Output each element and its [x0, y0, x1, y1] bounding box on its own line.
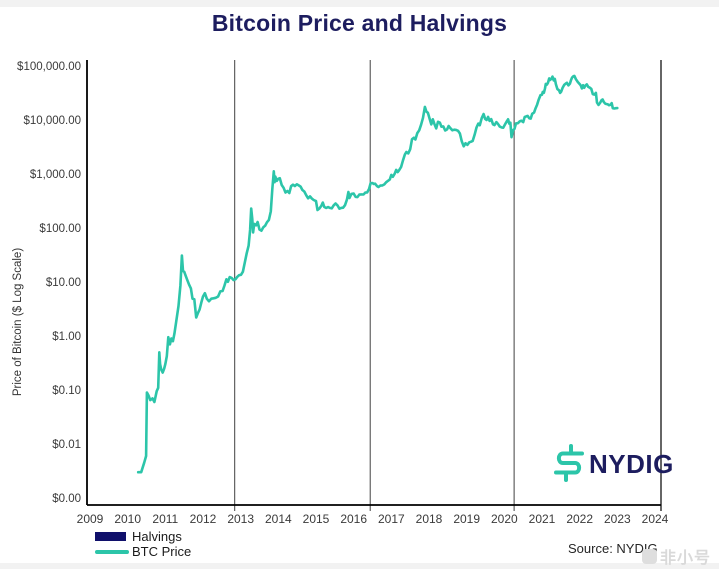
- x-axis-tick-label: 2015: [303, 512, 330, 526]
- x-axis-tick-label: 2013: [227, 512, 254, 526]
- y-axis-tick-label: $10,000.00: [23, 115, 81, 127]
- x-axis-tick-label: 2016: [340, 512, 367, 526]
- watermark-icon: [642, 548, 657, 564]
- chart-title: Bitcoin Price and Halvings: [211, 10, 508, 36]
- nydig-logo: NYDIG: [553, 444, 674, 484]
- legend-item-halvings: Halvings: [95, 529, 191, 544]
- x-axis-tick-label: 2014: [265, 512, 292, 526]
- halvings-swatch: [95, 532, 126, 541]
- x-axis-tick-label: 2024: [642, 512, 669, 526]
- x-axis-tick-label: 2012: [190, 512, 217, 526]
- y-axis-tick-label: $1,000.00: [30, 169, 81, 181]
- y-axis-tick-label: $100.00: [39, 223, 81, 235]
- legend-label-halvings: Halvings: [132, 529, 182, 544]
- y-axis-tick-label: $1.00: [52, 331, 81, 343]
- nydig-logo-text: NYDIG: [589, 448, 674, 479]
- y-axis-tick-label: $0.10: [52, 385, 81, 397]
- x-axis-tick-label: 2023: [604, 512, 631, 526]
- watermark: 非小号: [642, 544, 711, 568]
- x-axis-tick-label: 2021: [529, 512, 556, 526]
- y-axis-title: Price of Bitcoin ($ Log Scale): [12, 248, 24, 396]
- watermark-text: 非小号: [660, 550, 712, 567]
- y-axis-tick-label: $10.00: [46, 277, 81, 289]
- x-axis-tick-label: 2018: [416, 512, 443, 526]
- y-axis-tick-label: $0.00: [52, 493, 81, 505]
- source-label: Source: NYDIG: [568, 541, 658, 556]
- x-axis-tick-label: 2020: [491, 512, 518, 526]
- chart-page: [0, 7, 719, 563]
- x-axis-tick-label: 2011: [152, 512, 178, 526]
- x-axis-tick-label: 2009: [77, 512, 104, 526]
- legend-item-btc-price: BTC Price: [95, 544, 191, 559]
- x-axis-tick-label: 2010: [114, 512, 141, 526]
- y-axis-tick-label: $100,000.00: [17, 61, 81, 73]
- x-axis-tick-label: 2017: [378, 512, 405, 526]
- chart-legend: Halvings BTC Price: [95, 529, 191, 559]
- btc-price-line: [136, 74, 619, 474]
- y-axis-tick-label: $0.01: [52, 439, 81, 451]
- x-axis-tick-label: 2019: [453, 512, 480, 526]
- nydig-logo-icon: [554, 444, 584, 482]
- x-axis-tick-label: 2022: [566, 512, 593, 526]
- legend-label-btc-price: BTC Price: [132, 544, 192, 559]
- btc-price-swatch: [95, 549, 129, 554]
